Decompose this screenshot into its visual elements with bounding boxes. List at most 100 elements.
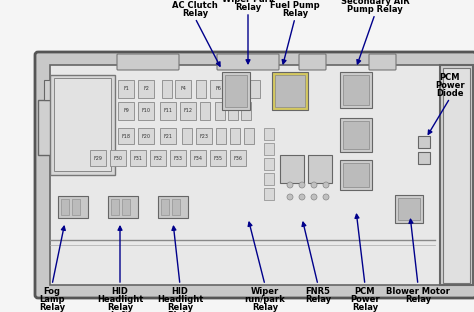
Bar (118, 128, 134, 144)
FancyBboxPatch shape (35, 52, 474, 298)
Text: AC Clutch: AC Clutch (172, 1, 218, 10)
Text: F35: F35 (213, 155, 222, 160)
Text: Diode: Diode (436, 89, 464, 98)
Bar (340, 118, 372, 152)
Text: Right: Right (167, 311, 193, 312)
Bar (118, 80, 134, 98)
Text: F20: F20 (142, 134, 151, 139)
Bar (418, 152, 430, 164)
Bar (138, 102, 154, 120)
Bar (398, 198, 420, 220)
Bar (50, 75, 115, 175)
FancyBboxPatch shape (299, 54, 326, 70)
Bar (172, 199, 180, 215)
Text: F10: F10 (142, 109, 151, 114)
Bar (280, 155, 304, 183)
Bar (264, 143, 274, 155)
Bar (160, 102, 176, 120)
Circle shape (311, 182, 317, 188)
Text: Relay: Relay (107, 303, 133, 312)
Bar (182, 128, 192, 144)
Text: F29: F29 (93, 155, 102, 160)
Text: Lamp: Lamp (39, 295, 65, 304)
Bar (180, 102, 196, 120)
Circle shape (311, 194, 317, 200)
Text: Relay: Relay (282, 9, 308, 18)
Text: Wiper: Wiper (251, 287, 279, 296)
Bar (61, 199, 69, 215)
Bar (130, 150, 146, 166)
Bar (200, 102, 210, 120)
Text: F4: F4 (180, 86, 186, 91)
Text: PCM: PCM (355, 287, 375, 296)
Circle shape (287, 182, 293, 188)
Bar (418, 136, 430, 148)
Bar (230, 150, 246, 166)
Bar (230, 80, 246, 98)
Text: HID: HID (111, 287, 128, 296)
Text: run/park: run/park (245, 295, 285, 304)
Text: F1: F1 (123, 86, 129, 91)
Bar (343, 75, 369, 105)
Circle shape (323, 182, 329, 188)
Bar (150, 150, 166, 166)
Bar (210, 150, 226, 166)
Text: Fog: Fog (44, 287, 61, 296)
Text: Relay: Relay (182, 9, 208, 18)
Text: F7: F7 (235, 86, 241, 91)
Circle shape (299, 182, 305, 188)
Bar (162, 80, 172, 98)
Text: F36: F36 (234, 155, 243, 160)
Bar (72, 199, 80, 215)
Bar (241, 102, 251, 120)
Bar (340, 160, 372, 190)
Bar (118, 102, 134, 120)
Text: HID: HID (172, 287, 189, 296)
Text: F6: F6 (215, 86, 221, 91)
Bar (275, 75, 305, 107)
Text: F34: F34 (193, 155, 202, 160)
Bar (54, 78, 111, 171)
Bar (440, 65, 473, 285)
Bar (264, 173, 274, 185)
Bar (196, 128, 212, 144)
Text: Relay: Relay (252, 303, 278, 312)
FancyBboxPatch shape (369, 54, 396, 70)
Text: Pump Relay: Pump Relay (347, 5, 403, 14)
Text: Secondary AIR: Secondary AIR (341, 0, 410, 6)
Text: Power: Power (435, 81, 465, 90)
Text: Wiper Park: Wiper Park (222, 0, 274, 4)
Bar (108, 196, 138, 218)
Circle shape (299, 194, 305, 200)
Text: F9: F9 (123, 109, 129, 114)
Bar (264, 188, 274, 200)
Text: Headlight: Headlight (157, 295, 203, 304)
Text: F31: F31 (134, 155, 143, 160)
Bar (196, 80, 206, 98)
Bar (216, 128, 226, 144)
Bar (264, 158, 274, 170)
Bar (230, 128, 240, 144)
Text: F12: F12 (183, 109, 192, 114)
Bar (38, 100, 52, 155)
Bar (340, 72, 372, 108)
Bar (244, 128, 254, 144)
Text: F30: F30 (113, 155, 122, 160)
FancyBboxPatch shape (117, 54, 179, 70)
Bar (264, 128, 274, 140)
Text: Relay: Relay (305, 295, 331, 304)
Bar (190, 150, 206, 166)
Circle shape (323, 194, 329, 200)
Text: PCM: PCM (440, 73, 460, 82)
Bar (138, 128, 154, 144)
Text: Relay: Relay (235, 3, 261, 12)
Text: F32: F32 (154, 155, 163, 160)
Text: F11: F11 (164, 109, 173, 114)
Bar (228, 102, 238, 120)
Bar (210, 80, 226, 98)
Text: F18: F18 (121, 134, 130, 139)
Text: Relay: Relay (39, 303, 65, 312)
Circle shape (287, 194, 293, 200)
Text: Headlight: Headlight (97, 295, 143, 304)
Text: Relay: Relay (167, 303, 193, 312)
